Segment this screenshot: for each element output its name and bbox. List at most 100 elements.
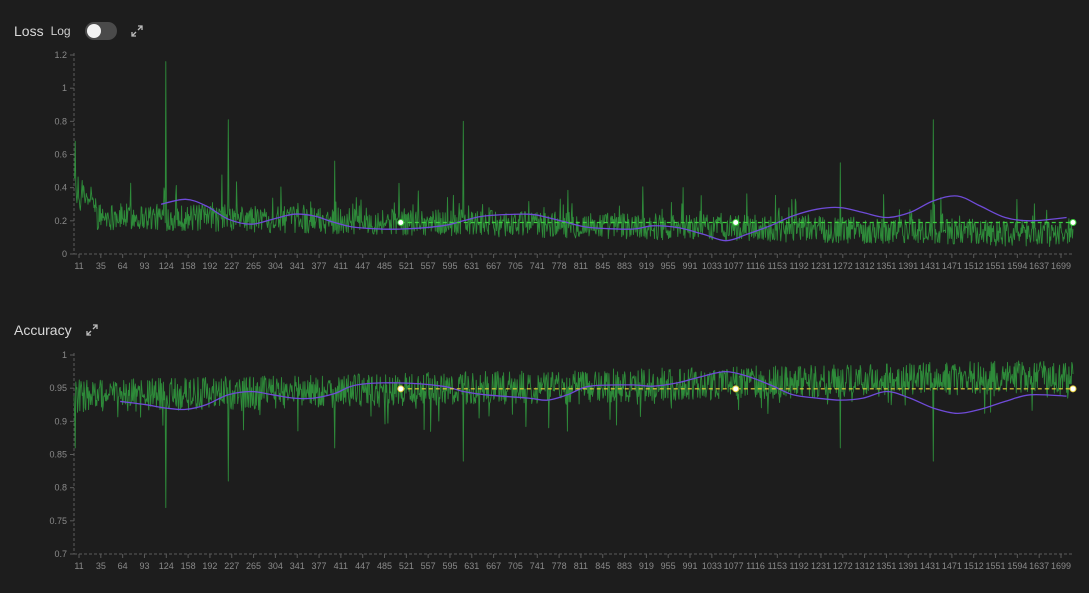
expand-icon[interactable]: [85, 324, 98, 336]
y-tick: 1.2: [54, 50, 74, 60]
x-tick-label: 705: [508, 561, 523, 571]
x-tick: 265: [246, 554, 261, 571]
x-tick-label: 11: [74, 561, 83, 571]
x-tick: 1116: [746, 254, 765, 271]
y-tick-label: 0.8: [54, 116, 67, 126]
x-tick: 595: [442, 254, 457, 271]
x-tick: 265: [246, 254, 261, 271]
x-tick-label: 1272: [833, 561, 853, 571]
x-tick-label: 557: [421, 261, 436, 271]
accuracy-header: Accuracy: [14, 322, 98, 338]
x-tick: 158: [181, 554, 196, 571]
x-tick-label: 741: [530, 561, 545, 571]
x-tick-label: 1471: [942, 261, 962, 271]
smoothed-series-line: [160, 195, 1067, 242]
y-tick-label: 1: [62, 83, 67, 93]
x-tick: 1551: [986, 554, 1006, 571]
smoothed-series-line: [120, 370, 1067, 415]
x-tick: 1351: [876, 554, 896, 571]
y-tick: 0.2: [54, 216, 74, 226]
y-tick: 0.4: [54, 183, 74, 193]
x-tick: 35: [96, 254, 106, 271]
reference-marker[interactable]: [397, 218, 405, 226]
x-tick: 991: [683, 254, 698, 271]
x-tick-label: 64: [118, 261, 128, 271]
expand-icon[interactable]: [130, 25, 143, 37]
x-tick: 1153: [768, 554, 787, 571]
x-tick-label: 1471: [942, 561, 962, 571]
reference-marker[interactable]: [1069, 218, 1077, 226]
reference-marker[interactable]: [732, 218, 740, 226]
x-tick: 1471: [942, 554, 962, 571]
x-tick: 919: [639, 554, 654, 571]
x-tick: 631: [464, 254, 479, 271]
x-tick: 11: [74, 554, 84, 571]
x-tick: 1551: [986, 254, 1006, 271]
y-tick-label: 0.2: [54, 216, 67, 226]
x-tick: 1594: [1007, 254, 1027, 271]
x-tick-label: 411: [334, 261, 348, 271]
y-tick: 0.8: [54, 116, 74, 126]
x-tick-label: 883: [617, 561, 632, 571]
x-tick: 485: [377, 254, 392, 271]
x-tick: 955: [661, 554, 676, 571]
y-tick: 1: [62, 350, 74, 360]
x-tick: 447: [355, 554, 370, 571]
loss-title: Loss: [14, 23, 44, 39]
x-tick-label: 1391: [898, 561, 918, 571]
x-tick-label: 227: [224, 261, 239, 271]
x-tick-label: 845: [595, 561, 610, 571]
reference-marker[interactable]: [1069, 385, 1077, 393]
x-tick-label: 991: [683, 261, 698, 271]
x-tick-label: 1192: [789, 561, 808, 571]
x-tick: 1471: [942, 254, 962, 271]
x-tick-label: 845: [595, 261, 610, 271]
x-tick: 1192: [789, 254, 809, 271]
loss-chart: 0 0.2 0.4 0.6 0.8 1 1.2 11 35 64 93 124 158 192 227 265…: [54, 50, 1077, 271]
raw-series-line: [73, 61, 1074, 247]
x-tick: 883: [617, 254, 632, 271]
x-tick: 1431: [920, 254, 940, 271]
x-tick: 1231: [811, 554, 831, 571]
x-tick-label: 93: [139, 561, 149, 571]
x-tick: 521: [399, 254, 414, 271]
x-tick: 557: [421, 254, 436, 271]
x-tick-label: 667: [486, 561, 501, 571]
x-tick-label: 1272: [833, 261, 853, 271]
x-tick: 377: [312, 254, 327, 271]
x-tick: 64: [118, 554, 128, 571]
y-tick-label: 0.7: [54, 549, 67, 559]
reference-marker[interactable]: [397, 385, 405, 393]
x-tick: 447: [355, 254, 370, 271]
x-tick: 158: [181, 254, 196, 271]
y-tick: 0.6: [54, 150, 74, 160]
x-tick: 778: [552, 554, 567, 571]
x-tick-label: 93: [139, 261, 149, 271]
x-tick: 1637: [1029, 554, 1049, 571]
x-tick: 304: [268, 254, 283, 271]
x-tick: 1077: [724, 554, 744, 571]
x-tick: 93: [139, 254, 149, 271]
x-tick-label: 919: [639, 561, 654, 571]
x-tick-label: 304: [268, 561, 283, 571]
x-tick-label: 1312: [855, 561, 875, 571]
x-tick-label: 227: [224, 561, 239, 571]
x-tick: 1272: [833, 554, 853, 571]
x-tick-label: 778: [552, 561, 567, 571]
x-tick-label: 265: [246, 561, 261, 571]
y-tick-label: 0.85: [49, 450, 67, 460]
y-tick-label: 1: [62, 350, 67, 360]
x-tick: 1512: [964, 554, 984, 571]
log-scale-toggle[interactable]: [84, 22, 117, 40]
x-tick-label: 1231: [811, 261, 831, 271]
x-tick-label: 192: [202, 261, 217, 271]
y-tick: 1: [62, 83, 74, 93]
reference-marker[interactable]: [732, 385, 740, 393]
y-tick: 0.95: [49, 383, 74, 393]
x-tick-label: 124: [159, 561, 174, 571]
x-tick: 521: [399, 554, 414, 571]
x-tick: 1431: [920, 554, 940, 571]
x-tick-label: 1153: [768, 261, 787, 271]
x-tick: 595: [442, 554, 457, 571]
